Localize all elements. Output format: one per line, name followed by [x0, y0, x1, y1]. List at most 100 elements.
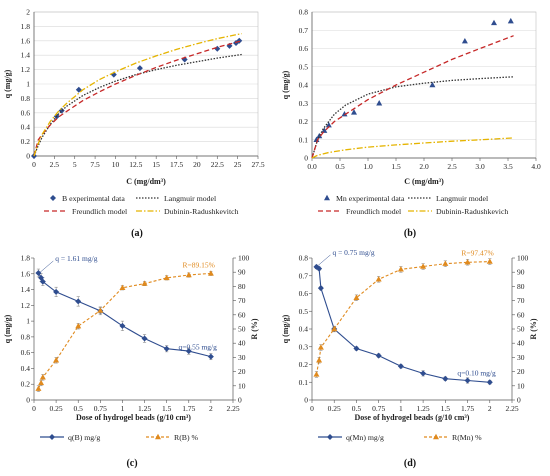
- data-point: [141, 335, 148, 342]
- x-tick-label: 0.75: [372, 404, 385, 413]
- legend-item: q(B) mg/g: [40, 433, 100, 442]
- legend-item: B experimental data: [50, 194, 125, 203]
- plot-area: [31, 32, 243, 159]
- y2-tick-label: 60: [517, 310, 525, 319]
- y-tick-label: 0.2: [21, 137, 31, 146]
- legend-marker: [155, 433, 161, 440]
- y2-tick-label: 50: [238, 325, 246, 334]
- legend-marker: [327, 434, 333, 440]
- data-point: [39, 374, 46, 380]
- y-tick-label: 0.7: [299, 26, 309, 35]
- legend-label: Mn experimental data: [336, 194, 405, 203]
- legend: q(B) mg/g R(B) %: [40, 433, 199, 442]
- legend-label: R(Mn) %: [452, 433, 482, 442]
- y-tick-label: 0.4: [21, 364, 31, 373]
- annotation: q=0.10 mg/g: [457, 368, 496, 377]
- data-point: [97, 307, 104, 313]
- x-tick-label: 22.5: [211, 160, 224, 169]
- data-point: [35, 385, 42, 391]
- x-axis-label: C (mg/dm³): [126, 177, 166, 186]
- legend: Mn experimental data Langmuir model Freund…: [318, 194, 508, 216]
- x-tick-label: 5: [73, 160, 77, 169]
- y-axis-label: q (mg/g): [281, 70, 290, 99]
- annotation: R=89.15%: [183, 260, 215, 269]
- y2-tick-label: 30: [517, 353, 525, 362]
- data-point: [185, 348, 192, 355]
- series-line: [311, 35, 514, 159]
- y-tick-label: 1.8: [21, 22, 31, 31]
- panel-caption: (b): [404, 228, 416, 239]
- y-tick-label: 0.2: [299, 360, 309, 369]
- y-tick-label: 0: [304, 396, 308, 405]
- y-tick-label: 0.8: [299, 254, 309, 263]
- legend-label: Langmuir model: [164, 194, 217, 203]
- y2-tick-label: 100: [517, 254, 529, 263]
- y2-tick-label: 40: [238, 339, 246, 348]
- x-axis-label: Dose of hydrogel beads (g/10 cm³): [76, 413, 191, 422]
- data-point: [397, 363, 404, 370]
- y2-tick-label: 50: [517, 325, 525, 334]
- data-point: [119, 284, 126, 291]
- data-point: [486, 258, 493, 264]
- data-point: [53, 357, 60, 363]
- legend-label: Freundlich model: [72, 207, 128, 216]
- legend-label: Dubinin-Radushkevich: [436, 207, 508, 216]
- x-axis-label: Dose of hydrogel beads (g/10 cm³): [355, 413, 470, 422]
- annotation: q=0.55 mg/g: [178, 343, 217, 352]
- x-tick-label: 1: [121, 404, 125, 413]
- plot-area: [35, 268, 214, 392]
- legend: B experimental data Langmuir model Freundl…: [44, 194, 239, 216]
- y-tick-label: 1.8: [21, 254, 31, 263]
- data-point: [316, 132, 323, 139]
- y-tick-label: 0.8: [21, 332, 31, 341]
- y-tick-label: 0.6: [21, 348, 31, 357]
- legend-label: q(Mn) mg/g: [346, 433, 384, 442]
- annotation: q = 1.61 mg/g: [55, 254, 97, 263]
- x-tick-label: 15: [152, 160, 160, 169]
- y-tick-label: 0.5: [299, 307, 309, 316]
- legend-item: Dubinin-Radushkevich: [408, 207, 508, 216]
- y-tick-label: 1.6: [21, 269, 31, 278]
- data-point: [185, 271, 192, 278]
- data-point: [420, 263, 427, 269]
- data-point: [341, 111, 348, 117]
- y2-tick-label: 40: [517, 339, 525, 348]
- legend-item: R(B) %: [146, 433, 199, 442]
- y2-axis-label: R (%): [250, 318, 259, 339]
- data-point: [464, 259, 471, 265]
- data-point: [141, 280, 148, 286]
- x-tick-label: 2.25: [226, 404, 239, 413]
- panel-b: 0 0.1 0.2 0.3 0.4 0.5 0.6 0.7 0.8 0.0 0.5 1.0 1.5 2.0…: [281, 8, 541, 240]
- y-tick-label: 0.8: [299, 8, 309, 17]
- data-point: [163, 345, 170, 352]
- y2-tick-label: 0: [238, 396, 242, 405]
- y-tick-label: 0.1: [299, 135, 309, 144]
- series-line: [316, 266, 490, 383]
- y2-tick-label: 10: [238, 381, 246, 390]
- x-tick-label: 0: [32, 404, 36, 413]
- y-tick-label: 0: [304, 154, 308, 163]
- x-tick-label: 7.5: [90, 160, 100, 169]
- legend-item: Freundlich model: [318, 207, 402, 216]
- x-tick-label: 2.5: [50, 160, 60, 169]
- y-tick-label: 1: [26, 80, 30, 89]
- data-point: [353, 345, 360, 352]
- legend-item: Mn experimental data: [324, 194, 405, 203]
- series-line: [33, 53, 242, 157]
- data-point: [420, 370, 427, 377]
- x-tick-label: 3.0: [475, 162, 485, 171]
- y-tick-label: 0: [26, 396, 30, 405]
- y-tick-label: 0.2: [21, 380, 31, 389]
- data-point: [53, 288, 60, 295]
- legend-item: Langmuir model: [136, 194, 217, 203]
- legend-marker: [49, 434, 55, 440]
- x-tick-label: 0: [310, 404, 314, 413]
- y2-tick-label: 20: [238, 367, 246, 376]
- panel-a: 00.20.40.60.811.21.41.61.820 2.5 5 7.5 10 12.…: [3, 8, 265, 240]
- data-point: [461, 38, 468, 44]
- y-tick-label: 1.4: [21, 285, 31, 294]
- series-line: [315, 261, 490, 375]
- legend-label: R(B) %: [174, 433, 199, 442]
- x-tick-label: 12.5: [129, 160, 142, 169]
- y2-tick-label: 80: [238, 282, 246, 291]
